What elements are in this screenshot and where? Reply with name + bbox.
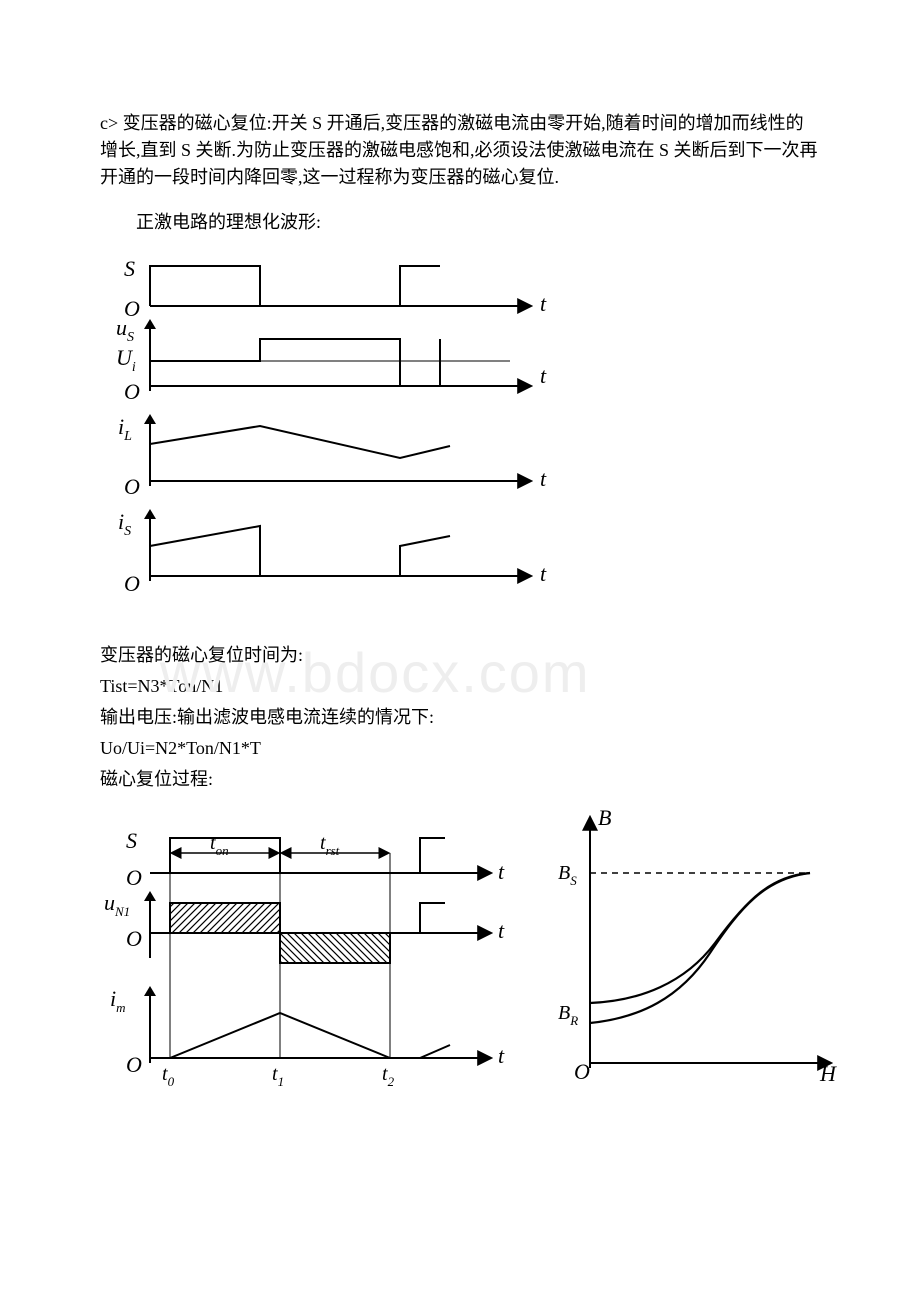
label-im: im — [110, 986, 126, 1015]
label-t2-3: t — [498, 1043, 505, 1068]
label-H: H — [819, 1061, 837, 1086]
label-O2-2: O — [126, 926, 142, 951]
label-BR: BR — [558, 1002, 578, 1028]
label-t2-1: t — [498, 859, 505, 884]
label-BS: BS — [558, 862, 577, 888]
label-O2-1: O — [126, 865, 142, 890]
line-tist: Tist=N3*Ton/N1 — [100, 673, 820, 700]
label-O-bh: O — [574, 1059, 590, 1084]
figure-waveforms: S O t uS Ui O t — [100, 246, 820, 624]
label-O2-3: O — [126, 1052, 142, 1077]
label-ton: ton — [210, 832, 229, 858]
label-t-4: t — [540, 561, 547, 586]
label-iL: iL — [118, 414, 132, 444]
caption-waveforms: 正激电路的理想化波形: — [100, 209, 820, 236]
paragraph-c: c> 变压器的磁心复位:开关 S 开通后,变压器的激磁电流由零开始,随着时间的增… — [100, 110, 820, 191]
label-O-2: O — [124, 379, 140, 404]
label-t1: t1 — [272, 1063, 284, 1089]
page-content: c> 变压器的磁心复位:开关 S 开通后,变压器的激磁电流由零开始,随着时间的增… — [0, 0, 920, 1111]
label-t-1: t — [540, 291, 547, 316]
label-t-3: t — [540, 466, 547, 491]
label-t0: t0 — [162, 1063, 175, 1089]
label-trst: trst — [320, 832, 340, 858]
label-uN1: uN1 — [104, 890, 130, 919]
label-t-2: t — [540, 363, 547, 388]
label-iS: iS — [118, 509, 131, 539]
label-S2: S — [126, 828, 137, 853]
figure-reset: ton trst S O t uN1 O t — [100, 803, 820, 1111]
label-B: B — [598, 805, 611, 830]
label-t2l: t2 — [382, 1063, 395, 1089]
label-t2-2: t — [498, 918, 505, 943]
line-reset-time: 变压器的磁心复位时间为: — [100, 642, 820, 669]
label-S: S — [124, 256, 135, 281]
line-output: 输出电压:输出滤波电感电流连续的情况下: — [100, 704, 820, 731]
label-O-3: O — [124, 474, 140, 499]
label-O-4: O — [124, 571, 140, 596]
line-reset-process: 磁心复位过程: — [100, 766, 820, 793]
line-uo-ui: Uo/Ui=N2*Ton/N1*T — [100, 735, 820, 762]
label-Ui: Ui — [116, 345, 136, 375]
